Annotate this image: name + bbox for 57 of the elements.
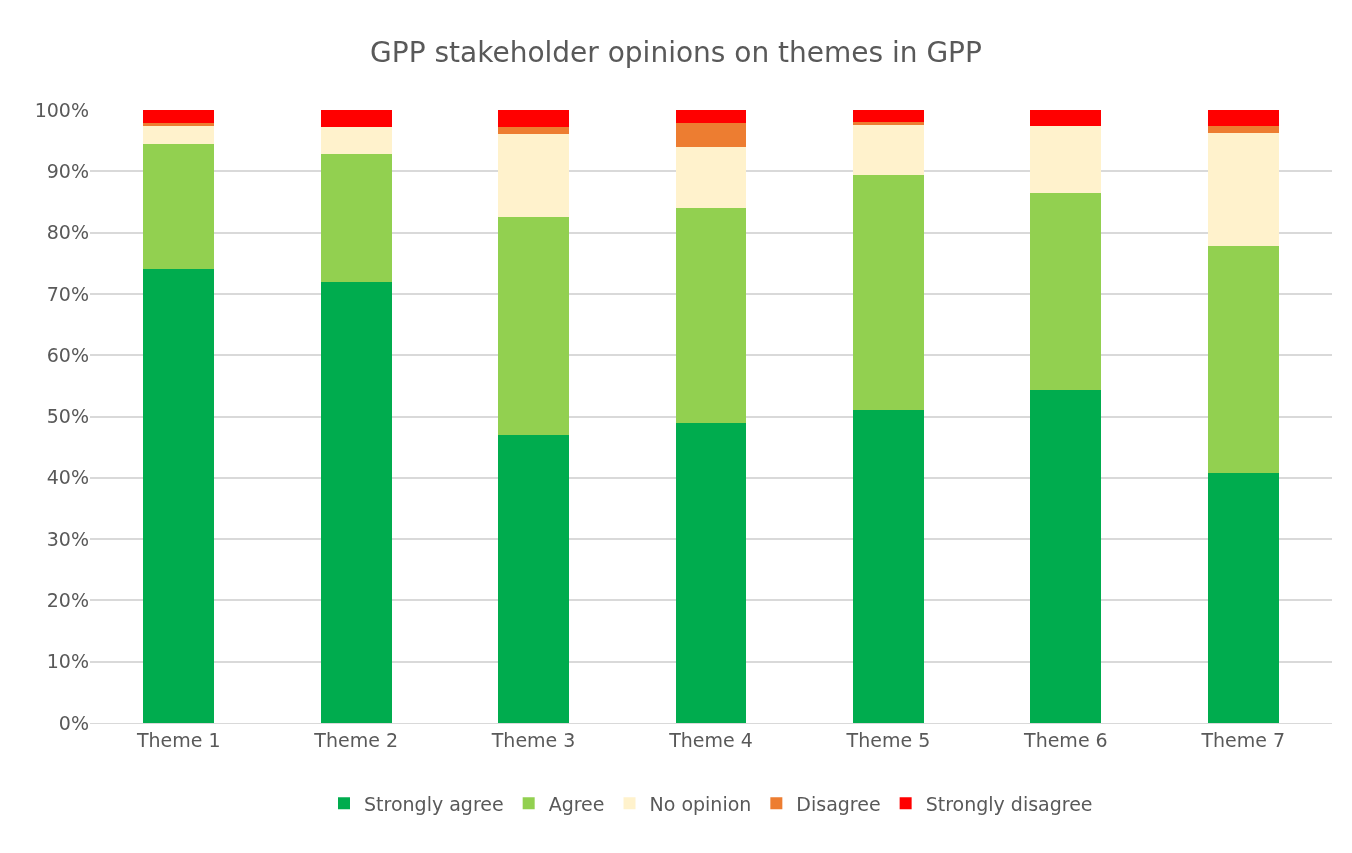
legend-label: Strongly agree bbox=[364, 792, 504, 815]
bar bbox=[675, 122, 747, 147]
y-tick-label: 70% bbox=[46, 282, 89, 305]
bar bbox=[1207, 125, 1279, 134]
x-tick-label: Theme 2 bbox=[313, 728, 398, 751]
y-tick-label: 90% bbox=[46, 159, 89, 182]
bar bbox=[852, 174, 924, 411]
bar bbox=[320, 154, 392, 282]
chart-title: GPP stakeholder opinions on themes in GPP bbox=[370, 36, 982, 70]
bar bbox=[1207, 472, 1279, 723]
legend-label: Strongly disagree bbox=[925, 792, 1093, 815]
x-tick-label: Theme 4 bbox=[668, 728, 753, 751]
bar bbox=[1030, 192, 1102, 391]
bar bbox=[498, 434, 570, 723]
bar bbox=[1030, 110, 1102, 126]
y-tick-label: 100% bbox=[34, 98, 89, 121]
bar bbox=[1030, 125, 1102, 193]
bar bbox=[1030, 390, 1102, 723]
x-tick-label: Theme 6 bbox=[1023, 728, 1108, 751]
bar bbox=[498, 133, 570, 217]
bar bbox=[143, 143, 215, 270]
bar bbox=[852, 410, 924, 723]
y-tick-label: 80% bbox=[46, 221, 89, 244]
bar bbox=[143, 123, 215, 126]
bar bbox=[675, 110, 747, 123]
legend-label: No opinion bbox=[649, 792, 752, 815]
bar bbox=[675, 146, 747, 209]
legend-label: Disagree bbox=[796, 792, 881, 815]
bar bbox=[498, 216, 570, 435]
bar bbox=[320, 126, 392, 155]
bar bbox=[498, 110, 570, 127]
bar bbox=[852, 110, 924, 123]
y-tick-label: 40% bbox=[46, 466, 89, 489]
x-tick-label: Theme 7 bbox=[1200, 728, 1286, 751]
bar bbox=[675, 422, 747, 723]
y-tick-label: 0% bbox=[58, 711, 89, 734]
bar bbox=[498, 126, 570, 134]
bar bbox=[1207, 246, 1279, 473]
bar bbox=[320, 281, 392, 723]
y-tick-label: 50% bbox=[46, 405, 89, 428]
bar bbox=[143, 110, 215, 124]
x-tick-label: Theme 3 bbox=[490, 728, 576, 751]
bar bbox=[1207, 110, 1279, 126]
x-tick-label: Theme 5 bbox=[845, 728, 931, 751]
bar bbox=[852, 125, 924, 175]
y-tick-label: 20% bbox=[46, 589, 89, 612]
bar bbox=[852, 122, 924, 126]
bar bbox=[1207, 133, 1279, 247]
x-tick-label: Theme 1 bbox=[135, 728, 221, 751]
bar bbox=[143, 125, 215, 144]
y-tick-label: 60% bbox=[46, 343, 89, 366]
y-tick-label: 10% bbox=[46, 650, 89, 673]
legend-label: Agree bbox=[548, 792, 605, 815]
bar bbox=[675, 208, 747, 423]
y-tick-label: 30% bbox=[46, 527, 89, 550]
bar bbox=[143, 269, 215, 723]
bar bbox=[320, 110, 392, 127]
